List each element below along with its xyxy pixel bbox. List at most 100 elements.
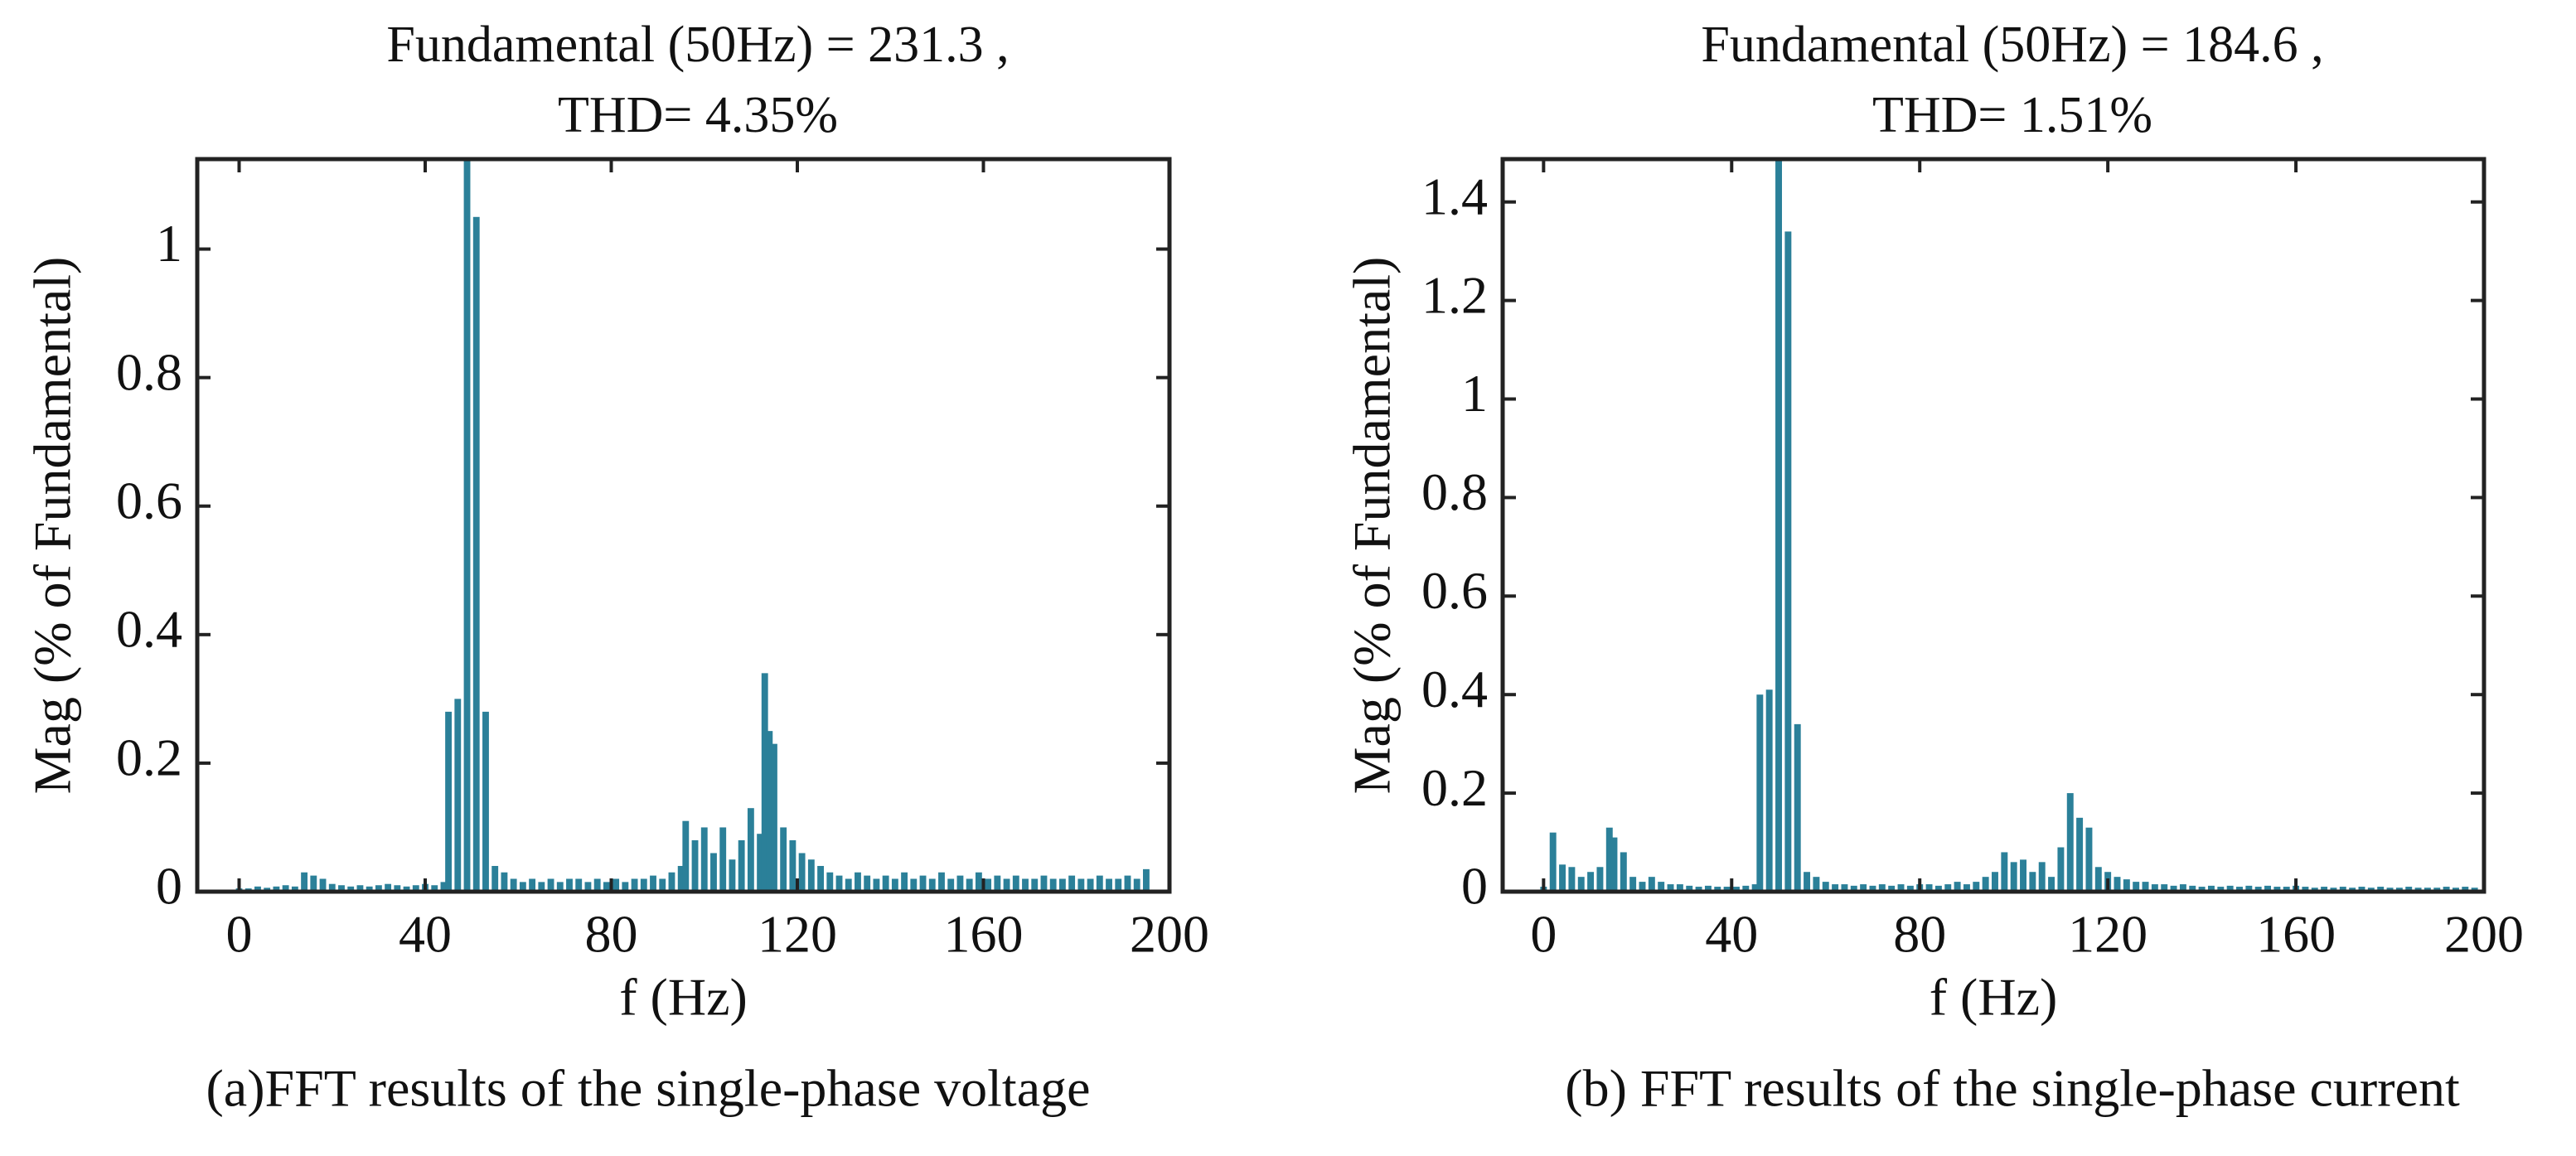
bar	[1822, 882, 1829, 892]
bar	[826, 872, 834, 892]
y-tick-label: 0.8	[1421, 462, 1488, 521]
bar	[1676, 884, 1683, 892]
bar	[529, 878, 536, 892]
x-tick-label: 200	[1130, 905, 1209, 964]
bar	[2302, 887, 2309, 892]
bar	[273, 886, 280, 892]
bar	[1878, 884, 1886, 892]
bar	[2443, 887, 2450, 892]
bar	[835, 875, 843, 892]
y-axis-label: Mag (% of Fundamental)	[23, 257, 82, 795]
y-tick-label: 0.6	[1421, 561, 1488, 620]
bar	[1775, 159, 1782, 892]
bar	[1133, 878, 1140, 892]
bar	[575, 878, 583, 892]
bar	[454, 699, 462, 892]
bar	[445, 711, 453, 892]
bar	[2264, 885, 2272, 892]
bar	[1610, 837, 1618, 892]
bar	[1115, 878, 1122, 892]
bar	[1934, 885, 1942, 892]
bar	[2161, 884, 2168, 892]
y-tick-label: 0.6	[116, 471, 182, 530]
bar	[1841, 884, 1848, 892]
bar	[2114, 877, 2121, 892]
bar	[510, 878, 517, 892]
axes-box	[195, 157, 1172, 894]
bar	[593, 878, 601, 892]
y-tick-label: 1.4	[1421, 167, 1488, 225]
bar	[2057, 847, 2065, 892]
bar	[1756, 694, 1764, 892]
x-tick-label: 160	[944, 905, 1024, 964]
bar	[994, 875, 1001, 892]
bar	[366, 886, 373, 892]
chart-title: Fundamental (50Hz) = 231.3 ,	[386, 17, 1009, 73]
bar	[1897, 884, 1905, 892]
bar	[757, 834, 764, 892]
bar	[766, 731, 773, 892]
bar	[2094, 867, 2102, 892]
bar	[1106, 878, 1112, 892]
bar	[966, 878, 973, 892]
x-tick-label: 120	[758, 905, 837, 964]
y-tick-label: 0.4	[116, 600, 182, 659]
bar	[1124, 875, 1131, 892]
bar	[882, 875, 889, 892]
bar	[798, 853, 806, 892]
y-tick-label: 0	[1461, 857, 1488, 916]
x-tick-label: 40	[1705, 905, 1758, 964]
bar	[1888, 885, 1896, 892]
bar	[1077, 878, 1085, 892]
x-tick-label: 80	[585, 905, 638, 964]
bar	[2076, 817, 2084, 892]
bar	[1784, 231, 1792, 892]
bar	[2179, 884, 2186, 892]
bar	[1982, 877, 1989, 892]
bar	[2010, 862, 2017, 892]
bar	[2038, 862, 2046, 892]
bar	[2198, 887, 2206, 892]
bar	[1925, 884, 1933, 892]
bar	[1813, 877, 1820, 892]
bar	[1143, 868, 1150, 892]
bar	[1049, 878, 1057, 892]
bar	[2001, 852, 2008, 892]
bar	[472, 216, 480, 892]
bar	[700, 827, 708, 892]
bar	[1667, 884, 1674, 892]
bar	[1068, 875, 1076, 892]
bar	[1096, 875, 1103, 892]
bar	[1639, 882, 1646, 892]
bar	[864, 875, 871, 892]
bar	[1058, 878, 1066, 892]
bar	[1596, 867, 1604, 892]
bar	[2226, 885, 2234, 892]
bar	[1605, 827, 1613, 892]
bar	[1714, 887, 1721, 892]
bar	[956, 875, 964, 892]
bar	[2123, 879, 2130, 892]
bar	[2189, 885, 2196, 892]
bar	[855, 872, 861, 892]
y-tick-label: 1.2	[1421, 265, 1488, 324]
bar	[761, 673, 768, 892]
bar	[538, 882, 545, 892]
bar	[1087, 878, 1094, 892]
bar	[547, 878, 554, 892]
bar	[975, 872, 982, 892]
bar	[891, 878, 898, 892]
plot-area	[1540, 159, 2478, 892]
bar	[1658, 882, 1665, 892]
plot-area	[235, 159, 1150, 892]
bar	[385, 883, 392, 892]
x-tick-label: 160	[2256, 905, 2336, 964]
bar	[463, 159, 471, 892]
y-tick-label: 0.8	[116, 342, 182, 401]
bar	[807, 859, 815, 892]
bar	[910, 878, 918, 892]
bar	[1549, 832, 1557, 892]
bar	[901, 872, 908, 892]
bar	[729, 859, 736, 892]
